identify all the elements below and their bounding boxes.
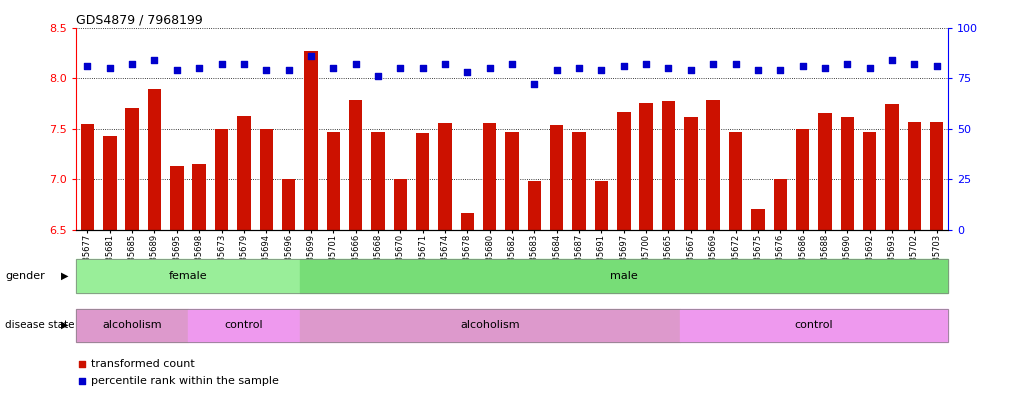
Bar [841,117,854,230]
Bar [300,309,679,342]
Bar [170,166,183,230]
Point [482,65,498,71]
Text: control: control [225,320,263,330]
Bar [416,133,429,230]
Point [503,61,520,67]
Bar [125,108,139,230]
Point [929,63,945,69]
Bar [640,103,653,230]
Point [705,61,721,67]
Bar [885,105,899,230]
Point [370,73,386,79]
Bar [819,112,832,230]
Point [102,65,118,71]
Bar [483,123,496,230]
Bar [282,179,295,230]
Point [415,65,431,71]
Text: male: male [610,271,638,281]
Point [750,67,766,73]
Text: ▶: ▶ [61,320,68,330]
Bar [595,181,608,230]
Point [437,61,454,67]
Point [258,67,275,73]
Text: ▶: ▶ [61,271,68,281]
Bar [215,129,228,230]
Bar [76,309,188,342]
Point [615,63,632,69]
Bar [349,100,362,230]
Bar [394,179,407,230]
Point [347,298,363,304]
Point [817,65,833,71]
Text: alcoholism: alcoholism [103,320,162,330]
Point [325,65,342,71]
Point [593,67,609,73]
Bar [550,125,563,230]
Point [660,65,676,71]
Bar [862,132,877,230]
Bar [188,309,300,342]
Bar [796,129,810,230]
Text: transformed count: transformed count [91,358,194,369]
Point [214,61,230,67]
Point [861,65,878,71]
Bar [752,209,765,230]
Bar [573,132,586,230]
Bar [461,213,474,230]
Text: disease state: disease state [5,320,74,330]
Point [727,61,743,67]
Text: alcoholism: alcoholism [460,320,520,330]
Bar [617,112,631,230]
Bar [192,164,205,230]
Point [124,61,140,67]
Bar [774,179,787,230]
Bar [326,132,340,230]
Point [526,81,542,87]
Bar [679,309,948,342]
Point [548,67,564,73]
Bar [662,101,675,230]
Point [79,63,96,69]
Point [191,65,207,71]
Text: female: female [169,271,207,281]
Text: GDS4879 / 7968199: GDS4879 / 7968199 [76,13,203,26]
Bar [528,181,541,230]
Bar [237,116,250,230]
Bar [907,121,921,230]
Bar [80,124,95,230]
Bar [304,51,317,230]
Bar [103,136,117,230]
Bar [729,132,742,230]
Point [460,69,476,75]
Bar [707,100,720,230]
Bar [371,132,384,230]
Bar [300,259,948,293]
Bar [76,259,300,293]
Point [638,61,654,67]
Text: percentile rank within the sample: percentile rank within the sample [91,376,279,386]
Bar [438,123,452,230]
Point [146,57,163,63]
Bar [930,121,944,230]
Point [906,61,922,67]
Point [794,63,811,69]
Point [348,61,364,67]
Point [839,61,855,67]
Point [303,53,319,59]
Point [772,67,788,73]
Point [169,67,185,73]
Point [281,67,297,73]
Point [884,57,900,63]
Text: gender: gender [5,271,45,281]
Bar [147,89,162,230]
Point [571,65,587,71]
Text: control: control [794,320,833,330]
Bar [259,129,273,230]
Bar [684,117,698,230]
Point [236,61,252,67]
Bar [505,132,519,230]
Point [393,65,409,71]
Point [347,137,363,143]
Point [682,67,699,73]
